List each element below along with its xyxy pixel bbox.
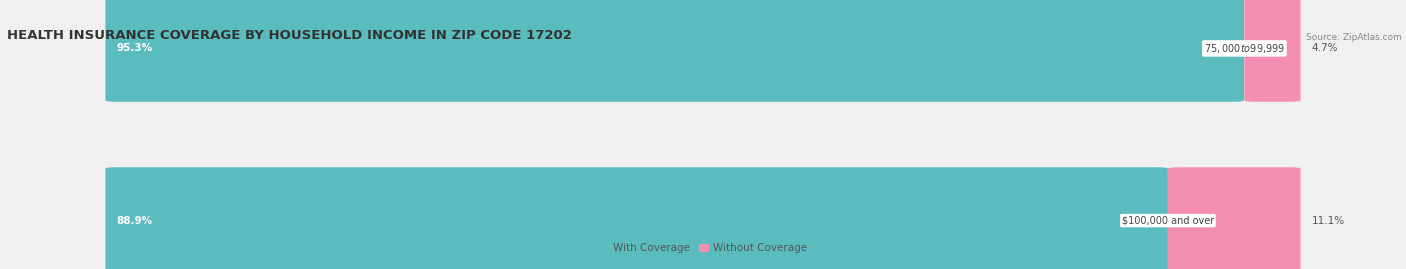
Legend: With Coverage, Without Coverage: With Coverage, Without Coverage <box>599 243 807 253</box>
FancyBboxPatch shape <box>1244 0 1301 102</box>
Text: 11.1%: 11.1% <box>1312 215 1346 226</box>
Text: 4.7%: 4.7% <box>1312 43 1339 54</box>
FancyBboxPatch shape <box>105 0 1244 102</box>
Text: $100,000 and over: $100,000 and over <box>1122 215 1213 226</box>
FancyBboxPatch shape <box>1168 167 1301 269</box>
FancyBboxPatch shape <box>105 167 1168 269</box>
Text: HEALTH INSURANCE COVERAGE BY HOUSEHOLD INCOME IN ZIP CODE 17202: HEALTH INSURANCE COVERAGE BY HOUSEHOLD I… <box>7 29 572 41</box>
Text: 88.9%: 88.9% <box>117 215 153 226</box>
FancyBboxPatch shape <box>105 167 1301 269</box>
Text: Source: ZipAtlas.com: Source: ZipAtlas.com <box>1306 33 1402 41</box>
Text: $75,000 to $99,999: $75,000 to $99,999 <box>1204 42 1285 55</box>
FancyBboxPatch shape <box>105 0 1301 102</box>
Text: 95.3%: 95.3% <box>117 43 153 54</box>
